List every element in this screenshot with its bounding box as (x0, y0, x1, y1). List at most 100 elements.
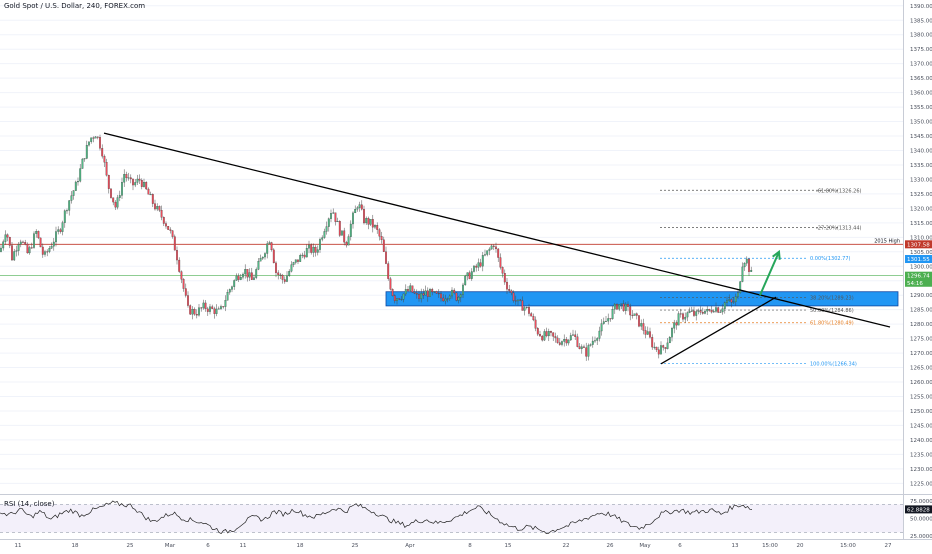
candle-body (44, 251, 46, 255)
candle-body (673, 322, 676, 329)
candle-body (151, 194, 154, 204)
price-tag-label: 54:16 (907, 281, 923, 287)
candle-body (690, 310, 693, 312)
candle-body (490, 245, 493, 250)
candle-body (587, 345, 590, 357)
candle-body (739, 281, 742, 293)
time-tick-label: 26 (607, 543, 614, 549)
candle-body (228, 289, 231, 293)
candle-body (462, 284, 464, 295)
candle-body (178, 259, 181, 272)
candle-body (283, 279, 286, 282)
candle-body (17, 244, 20, 251)
candle-body (653, 346, 656, 348)
candle-body (715, 307, 717, 312)
candle-body (442, 297, 445, 302)
candle-body (600, 323, 603, 332)
candle-body (464, 275, 467, 286)
candle-body (154, 203, 156, 210)
candle-body (523, 307, 526, 311)
candle-body (343, 230, 346, 243)
candle-body (220, 306, 222, 309)
candle-body (644, 330, 647, 335)
candle-body (338, 221, 341, 236)
candle-body (407, 289, 409, 291)
projection-arrow-layer (759, 249, 781, 296)
candle-body (347, 236, 350, 246)
candle-body (312, 246, 315, 253)
candle-body (63, 210, 66, 223)
candle-body (209, 306, 211, 312)
candle-body (132, 178, 134, 186)
time-tick-label: 15:00 (762, 543, 778, 549)
candle-body (572, 334, 574, 336)
candle-body (415, 293, 418, 295)
price-tick-label: 1275.00 (910, 337, 932, 343)
candle-body (666, 342, 669, 349)
candle-body (695, 311, 698, 316)
candle-body (189, 305, 192, 315)
candle-body (173, 236, 176, 251)
candle-body (446, 298, 449, 300)
price-tick-label: 1290.00 (910, 293, 932, 299)
candle-body (422, 293, 425, 296)
candle-body (684, 316, 687, 320)
candle-body (334, 212, 337, 222)
candle-body (627, 303, 629, 307)
candle-body (198, 307, 200, 316)
price-tick-label: 1285.00 (910, 308, 932, 314)
candle-body (211, 306, 214, 309)
candle-body (147, 188, 150, 195)
candle-body (521, 300, 524, 311)
time-tick-label: 11 (15, 543, 22, 549)
candle-body (160, 210, 163, 218)
candle-body (112, 197, 115, 203)
candle-body (495, 246, 497, 250)
candle-body (411, 285, 414, 293)
candle-body (598, 330, 601, 339)
candle-body (488, 248, 491, 251)
candle-body (402, 293, 405, 300)
candle-body (0, 247, 2, 252)
candle-body (657, 349, 660, 355)
candle-body (107, 174, 110, 189)
candle-body (15, 250, 18, 252)
candle-body (257, 261, 260, 270)
candle-body (57, 229, 60, 232)
candle-body (376, 225, 379, 230)
candle-body (664, 347, 667, 349)
rsi-value-tag (905, 505, 932, 514)
candle-body (580, 346, 583, 349)
fib-label: 100.00%(1266.34) (810, 362, 857, 368)
candle-body (420, 293, 423, 299)
candle-body (721, 308, 724, 313)
candle-body (222, 306, 225, 308)
candle-body (688, 311, 691, 313)
candle-body (83, 158, 86, 160)
candle-body (85, 144, 88, 159)
candle-body (611, 309, 614, 319)
candle-body (48, 248, 51, 252)
candle-body (706, 309, 709, 312)
candle-body (292, 262, 295, 265)
price-tag-label: 1307.58 (907, 242, 930, 248)
candle-body (184, 288, 187, 296)
candle-body (330, 213, 332, 219)
price-tag-label: 1301.55 (907, 257, 930, 263)
price-tick-label: 1235.00 (910, 452, 932, 458)
candle-body (499, 257, 502, 268)
candle-body (231, 286, 233, 290)
candle-body (39, 237, 42, 248)
candle-body (583, 346, 585, 348)
candle-body (745, 258, 748, 264)
candle-body (365, 218, 368, 224)
price-tick-label: 1330.00 (910, 177, 932, 183)
candle-body (396, 298, 398, 302)
candle-body (204, 302, 207, 310)
candle-body (728, 299, 731, 301)
candle-body (11, 245, 13, 261)
candle-body (266, 243, 269, 254)
candle-body (371, 219, 374, 228)
